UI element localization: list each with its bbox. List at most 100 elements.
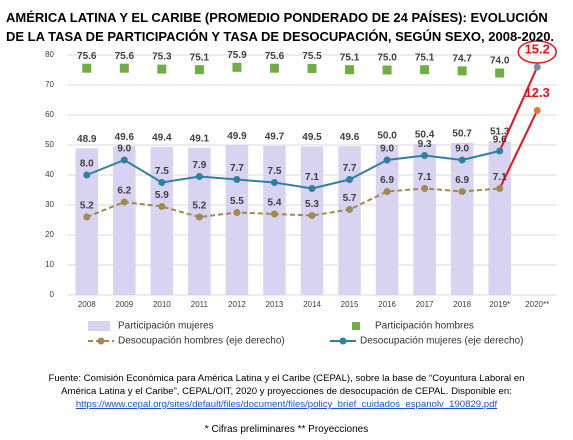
data-label: 49.6 — [340, 132, 360, 143]
marker — [158, 179, 166, 186]
marker — [383, 156, 391, 164]
marker — [458, 156, 466, 164]
x-tick-label: 2017 — [416, 300, 434, 309]
source-line: América Latina y el Caribe”, CEPAL/OIT, … — [61, 386, 512, 397]
data-label: 49.1 — [190, 133, 210, 144]
data-label: 5.3 — [305, 199, 319, 210]
data-label: 6.9 — [380, 175, 394, 186]
data-label: 5.7 — [343, 193, 357, 204]
data-label: 75.1 — [415, 52, 435, 63]
highlight-ellipse — [517, 40, 557, 64]
marker — [420, 65, 430, 75]
legend-swatch — [352, 322, 360, 330]
data-label: 74.0 — [490, 56, 510, 67]
data-label: 48.9 — [77, 134, 97, 145]
marker — [533, 63, 541, 71]
data-label: 7.7 — [343, 163, 357, 174]
marker — [120, 156, 128, 164]
data-label: 9.0 — [117, 144, 131, 155]
data-label: 75.6 — [115, 51, 135, 62]
marker — [308, 185, 316, 192]
marker — [232, 62, 242, 72]
data-label: 74.7 — [452, 54, 472, 65]
data-label: 9.3 — [418, 139, 432, 150]
data-label: 51.3 — [490, 127, 510, 138]
source-link[interactable]: https://www.cepal.org/sites/default/file… — [75, 399, 498, 410]
x-tick-label: 2020** — [525, 300, 549, 309]
marker — [346, 176, 354, 183]
line — [86, 187, 500, 219]
data-label: 75.0 — [377, 53, 397, 64]
marker — [270, 210, 278, 218]
legend-label: Participación mujeres — [118, 321, 214, 332]
data-label: 5.9 — [155, 190, 169, 201]
bar — [113, 146, 136, 295]
source-line: Fuente: Comisión Económica para América … — [48, 373, 525, 384]
x-tick-label: 2015 — [341, 300, 359, 309]
marker — [119, 63, 129, 73]
bar — [375, 145, 399, 295]
y-tick-label: 0 — [50, 290, 55, 299]
bar — [300, 146, 324, 295]
data-label: 7.5 — [155, 166, 169, 177]
bar — [488, 141, 511, 295]
chart-title: AMÉRICA LATINA Y EL CARIBE (PROMEDIO PON… — [6, 10, 555, 44]
data-label: 49.4 — [152, 132, 172, 143]
data-label: 75.6 — [77, 51, 97, 62]
y-tick-label: 80 — [45, 50, 54, 59]
data-label: 7.1 — [305, 172, 319, 183]
data-label: 75.1 — [190, 52, 210, 63]
bar — [413, 143, 436, 295]
data-label: 5.2 — [192, 201, 206, 212]
marker — [383, 188, 391, 195]
bar — [338, 146, 361, 295]
marker — [233, 176, 241, 183]
marker — [345, 65, 355, 75]
marker — [195, 213, 203, 221]
data-label: 9.0 — [380, 144, 394, 155]
x-tick-label: 2013 — [266, 300, 284, 309]
data-label: 7.7 — [230, 163, 244, 174]
data-label: 8.0 — [80, 159, 94, 170]
legend-swatch — [97, 337, 105, 345]
projection-line — [498, 110, 539, 189]
data-label: 7.1 — [418, 172, 432, 183]
data-label: 75.3 — [152, 52, 172, 63]
marker — [120, 198, 128, 206]
x-tick-label: 2008 — [78, 300, 96, 309]
data-label: 5.5 — [230, 196, 244, 207]
y-tick-label: 70 — [45, 80, 54, 89]
data-label: 7.1 — [493, 172, 507, 183]
y-tick-label: 10 — [45, 260, 54, 269]
marker — [458, 188, 466, 195]
bar — [225, 145, 249, 295]
marker — [496, 147, 504, 155]
marker — [495, 68, 505, 78]
data-label: 5.2 — [80, 201, 94, 212]
source: Fuente: Comisión Económica para América … — [10, 372, 563, 411]
data-label: 75.6 — [265, 51, 285, 62]
data-label: 50.4 — [415, 129, 435, 140]
x-tick-label: 2014 — [303, 300, 321, 309]
legend-label: Desocupación mujeres (eje derecho) — [360, 336, 523, 347]
marker — [158, 203, 166, 210]
marker — [307, 64, 317, 73]
line — [86, 150, 500, 190]
data-label: 15.2 — [525, 41, 550, 56]
marker — [421, 152, 429, 159]
x-tick-label: 2012 — [228, 300, 246, 309]
marker — [83, 213, 91, 221]
marker — [194, 65, 204, 75]
x-tick-label: 2016 — [378, 300, 396, 309]
marker — [269, 63, 279, 73]
marker — [82, 63, 92, 73]
legend-label: Participación hombres — [375, 321, 474, 332]
marker — [157, 64, 167, 74]
data-label: 49.7 — [265, 132, 285, 143]
bar — [188, 147, 211, 295]
x-tick-label: 2010 — [153, 300, 171, 309]
data-label: 6.9 — [455, 175, 469, 186]
data-label: 12.3 — [525, 85, 550, 100]
